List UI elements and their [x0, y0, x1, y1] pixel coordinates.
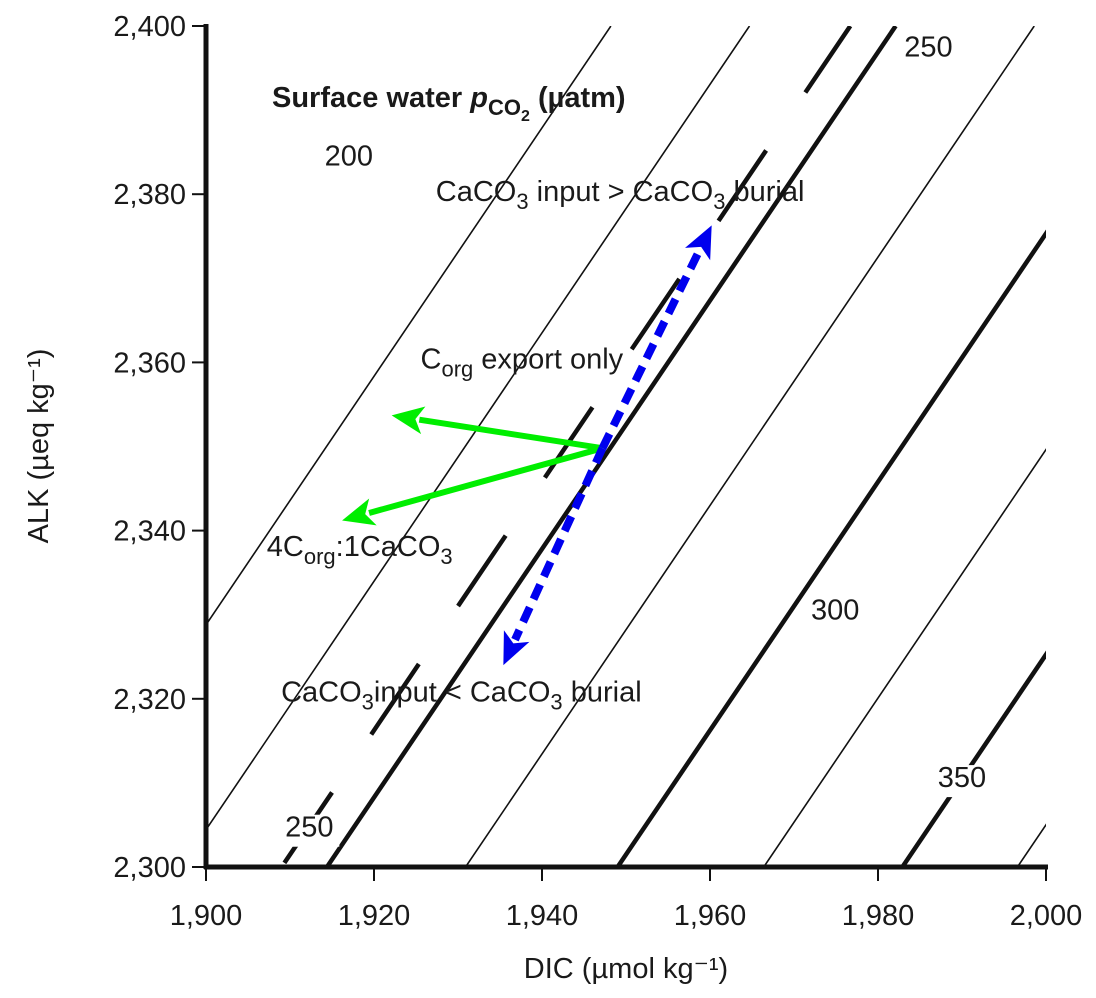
isoline-4 — [615, 229, 1046, 867]
vector-shaft-0 — [418, 416, 603, 452]
plot-title: Surface water pCO2 (µatm) — [272, 82, 626, 125]
axes — [203, 24, 1048, 870]
vector-shaft-1 — [368, 445, 604, 516]
annotation-corg-export: Corg export only — [421, 343, 624, 381]
vector-arrow-0 — [391, 406, 603, 452]
isoline-7 — [1016, 823, 1046, 867]
isoline-label-bg-2 — [279, 814, 340, 847]
y-axis-title: ALK (µeq kg⁻¹) — [23, 349, 55, 544]
isoline-label-bg-1 — [898, 34, 959, 67]
isoline-labels: 200 250 250 300 350 — [279, 31, 992, 847]
isoline-label-4: 350 — [938, 762, 986, 794]
isoline-8 — [279, 26, 853, 867]
isoline-0 — [206, 26, 612, 627]
annotation-input-greater: CaCO3 input > CaCO3 burial — [436, 176, 805, 214]
isoline-label-bg-3 — [805, 597, 866, 630]
annotation-ratio: 4Corg:1CaCO3 — [267, 531, 453, 569]
y-tick-label-1: 2,320 — [113, 684, 186, 716]
x-tick-label-5: 2,000 — [1010, 900, 1083, 932]
isoline-label-bg-4 — [932, 765, 992, 798]
annotation-input-less: CaCO3input < CaCO3 burial — [281, 676, 642, 714]
isoline-label-0: 200 — [325, 141, 373, 173]
vectors — [342, 225, 712, 666]
vector-shaft-3 — [511, 446, 607, 642]
annotations: Corg export only 4Corg:1CaCO3 CaCO3 inpu… — [267, 176, 805, 714]
x-tick-label-0: 1,900 — [170, 900, 243, 932]
x-tick-label-1: 1,920 — [338, 900, 411, 932]
vector-arrow-2 — [598, 225, 712, 450]
vector-arrow-1 — [342, 445, 604, 526]
y-tick-label-0: 2,300 — [113, 852, 186, 884]
y-tick-label-2: 2,340 — [113, 516, 186, 548]
isoline-label-2: 250 — [285, 812, 333, 844]
y-tick-label-4: 2,380 — [113, 179, 186, 211]
isoline-5 — [763, 448, 1046, 867]
ticks: 1,900 1,920 1,940 1,960 1,980 2,000 2,300 2,320… — [113, 11, 1082, 932]
vector-head-2 — [685, 225, 712, 261]
vector-head-3 — [503, 630, 530, 666]
vector-arrow-3 — [503, 446, 607, 666]
isolines — [206, 26, 1046, 867]
isoline-label-3: 300 — [811, 595, 859, 627]
x-tick-label-3: 1,960 — [674, 900, 747, 932]
x-tick-label-4: 1,980 — [842, 900, 915, 932]
y-tick-label-5: 2,400 — [113, 11, 186, 43]
isoline-1 — [206, 26, 751, 832]
isoline-3 — [464, 26, 1035, 867]
isoline-2 — [325, 26, 898, 867]
isoline-6 — [900, 650, 1046, 867]
x-tick-label-2: 1,940 — [506, 900, 579, 932]
vector-head-1 — [342, 498, 377, 526]
y-tick-label-3: 2,360 — [113, 347, 186, 379]
vector-shaft-2 — [598, 248, 703, 450]
vector-head-0 — [391, 406, 426, 435]
isoline-label-bg-0 — [318, 143, 379, 176]
x-axis-title: DIC (µmol kg⁻¹) — [524, 953, 728, 985]
isoline-label-1: 250 — [904, 31, 952, 63]
